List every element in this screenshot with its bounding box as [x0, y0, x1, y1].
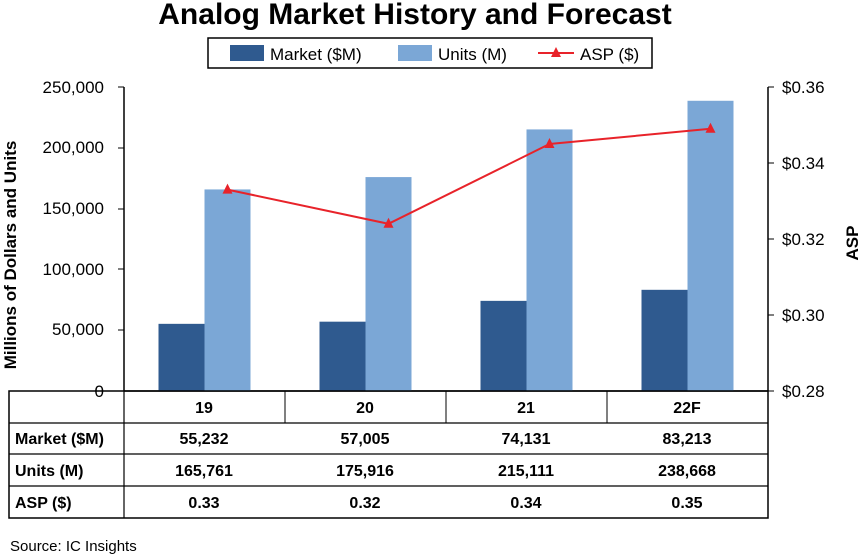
- table-cell: 0.32: [349, 495, 380, 512]
- x-tick-label: 19: [195, 400, 213, 417]
- y2-axis-title: ASP: [843, 226, 862, 261]
- source-note: Source: IC Insights: [10, 538, 137, 555]
- table-cell: 55,232: [180, 431, 229, 448]
- legend-label-asp: ASP ($): [580, 45, 639, 64]
- y-tick-label: 100,000: [43, 260, 104, 279]
- table-cell: 83,213: [663, 431, 712, 448]
- table-cell: 0.35: [671, 495, 702, 512]
- table-cell: 57,005: [341, 431, 390, 448]
- bar-market: [158, 323, 205, 391]
- y2-tick-label: $0.28: [782, 382, 825, 401]
- table-cell: 0.33: [188, 495, 219, 512]
- legend-swatch-units: [398, 45, 432, 61]
- bar-units: [365, 177, 412, 391]
- y-axis-title: Millions of Dollars and Units: [1, 141, 20, 370]
- bars-group: [158, 100, 734, 391]
- watermark-text: 搜狐号@爱集微APP: [10, 9, 134, 26]
- table-cell: 74,131: [502, 431, 551, 448]
- y-tick-label: 250,000: [43, 78, 104, 97]
- table-cell: 175,916: [336, 463, 394, 480]
- asp-point-marker: [383, 217, 394, 228]
- bar-market: [319, 321, 366, 391]
- bar-units: [526, 129, 573, 391]
- x-tick-label: 22F: [673, 400, 701, 417]
- table-cell: 215,111: [498, 463, 554, 480]
- y-tick-label: 200,000: [43, 138, 104, 157]
- y2-tick-label: $0.30: [782, 306, 825, 325]
- table-row-label: Units (M): [15, 463, 83, 480]
- asp-point-marker: [544, 138, 555, 148]
- table-cell: 0.34: [510, 495, 541, 512]
- asp-point-marker: [705, 122, 716, 133]
- bar-market: [480, 300, 527, 391]
- legend-swatch-market: [230, 45, 264, 61]
- x-tick-label: 21: [517, 400, 535, 417]
- bar-units: [204, 189, 251, 391]
- y2-tick-label: $0.34: [782, 154, 825, 173]
- legend-marker-asp: [551, 47, 561, 57]
- table-cell: 165,761: [175, 463, 233, 480]
- legend-label-units: Units (M): [438, 45, 507, 64]
- x-tick-label: 20: [356, 400, 374, 417]
- chart-title: Analog Market History and Forecast: [158, 0, 671, 31]
- y2-tick-label: $0.36: [782, 78, 825, 97]
- y2-tick-label: $0.32: [782, 230, 825, 249]
- table-row-label: Market ($M): [15, 431, 104, 448]
- y-tick-label: 150,000: [43, 199, 104, 218]
- asp-series-line: [227, 127, 711, 225]
- asp-point-marker: [222, 183, 233, 194]
- legend-label-market: Market ($M): [270, 45, 362, 64]
- bar-units: [687, 100, 734, 391]
- asp-line-group: [222, 122, 716, 228]
- table-row-label: ASP ($): [15, 495, 72, 512]
- bar-market: [641, 289, 688, 391]
- table-cell: 238,668: [658, 463, 716, 480]
- y-tick-label: 50,000: [52, 320, 104, 339]
